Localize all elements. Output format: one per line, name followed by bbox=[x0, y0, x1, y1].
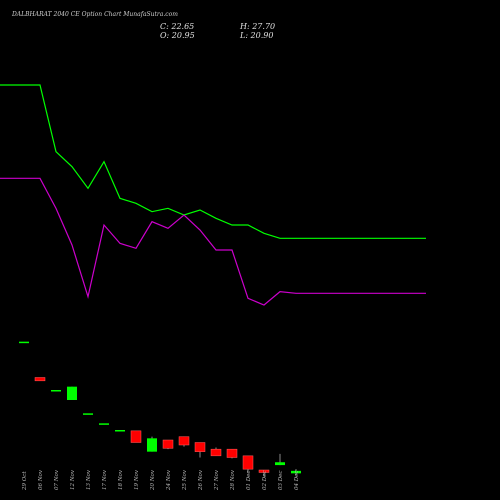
candle-body bbox=[162, 439, 174, 449]
candle-15 bbox=[242, 455, 254, 473]
candle-body bbox=[242, 455, 254, 470]
candle-8 bbox=[130, 430, 142, 443]
candle-2 bbox=[34, 377, 46, 382]
candle-10 bbox=[162, 439, 174, 450]
candle-18 bbox=[291, 469, 301, 475]
date-tick-label: 18 Nov bbox=[118, 469, 124, 490]
candle-3 bbox=[51, 390, 61, 392]
candle-body bbox=[210, 448, 222, 457]
date-tick-label: 24 Nov bbox=[166, 469, 172, 491]
candle-17 bbox=[275, 453, 285, 466]
moving-average-line-2 bbox=[0, 177, 426, 306]
date-tick-label: 28 Nov bbox=[230, 469, 236, 491]
candle-body bbox=[226, 448, 238, 458]
candle-body bbox=[178, 436, 190, 446]
date-tick-label: 07 Nov bbox=[54, 469, 60, 490]
low-value: L: 20.90 bbox=[240, 31, 274, 40]
candle-body bbox=[19, 341, 29, 344]
candle-body bbox=[194, 442, 206, 452]
date-tick-label: 27 Nov bbox=[214, 469, 220, 491]
candle-body bbox=[115, 430, 125, 432]
date-tick-label: 06 Nov bbox=[38, 469, 44, 490]
candle-12 bbox=[194, 442, 206, 458]
moving-average-layer bbox=[0, 84, 426, 306]
candle-body bbox=[34, 377, 46, 382]
candle-body bbox=[99, 423, 109, 425]
date-tick-label: 04 Dec bbox=[294, 471, 300, 491]
date-tick-label: 26 Nov bbox=[198, 469, 204, 491]
candle-body bbox=[51, 390, 61, 392]
date-tick-label: 20 Nov bbox=[150, 469, 156, 491]
candle-body bbox=[291, 470, 301, 474]
candle-5 bbox=[83, 413, 93, 415]
date-tick-label: 29 Oct bbox=[22, 471, 28, 491]
candle-16 bbox=[258, 469, 270, 476]
candle-1 bbox=[19, 341, 29, 344]
candle-7 bbox=[115, 430, 125, 432]
moving-average-line-1 bbox=[0, 84, 426, 239]
candle-body bbox=[83, 413, 93, 415]
candle-14 bbox=[226, 448, 238, 459]
chart-title: DALBHARAT 2040 CE Option Chart MunafaSut… bbox=[12, 11, 178, 18]
candle-9 bbox=[147, 436, 157, 452]
date-tick-label: 12 Nov bbox=[70, 469, 76, 490]
open-value: O: 20.95 bbox=[160, 31, 195, 40]
high-value: H: 27.70 bbox=[240, 22, 276, 31]
date-tick-label: 17 Nov bbox=[102, 469, 108, 490]
candle-6 bbox=[99, 423, 109, 425]
candle-body bbox=[67, 386, 77, 400]
candle-11 bbox=[178, 436, 190, 447]
date-tick-label: 13 Nov bbox=[86, 469, 92, 490]
date-tick-label: 02 Dec bbox=[262, 471, 268, 491]
date-axis: 29 Oct 06 Nov 07 Nov 12 Nov 13 Nov 17 Nov 18 N… bbox=[22, 469, 300, 491]
candle-body bbox=[258, 469, 270, 473]
date-tick-label: 03 Dec bbox=[278, 471, 284, 491]
date-tick-label: 25 Nov bbox=[182, 469, 188, 491]
candle-body bbox=[147, 438, 157, 452]
date-tick-label: 19 Nov bbox=[134, 469, 140, 490]
candle-13 bbox=[210, 447, 222, 457]
date-tick-label: 01 Dec bbox=[246, 471, 252, 491]
candle-body bbox=[275, 462, 285, 466]
candle-body bbox=[130, 430, 142, 443]
close-value: C: 22.65 bbox=[160, 22, 195, 31]
candle-layer bbox=[19, 341, 301, 476]
candle-4 bbox=[67, 386, 77, 400]
